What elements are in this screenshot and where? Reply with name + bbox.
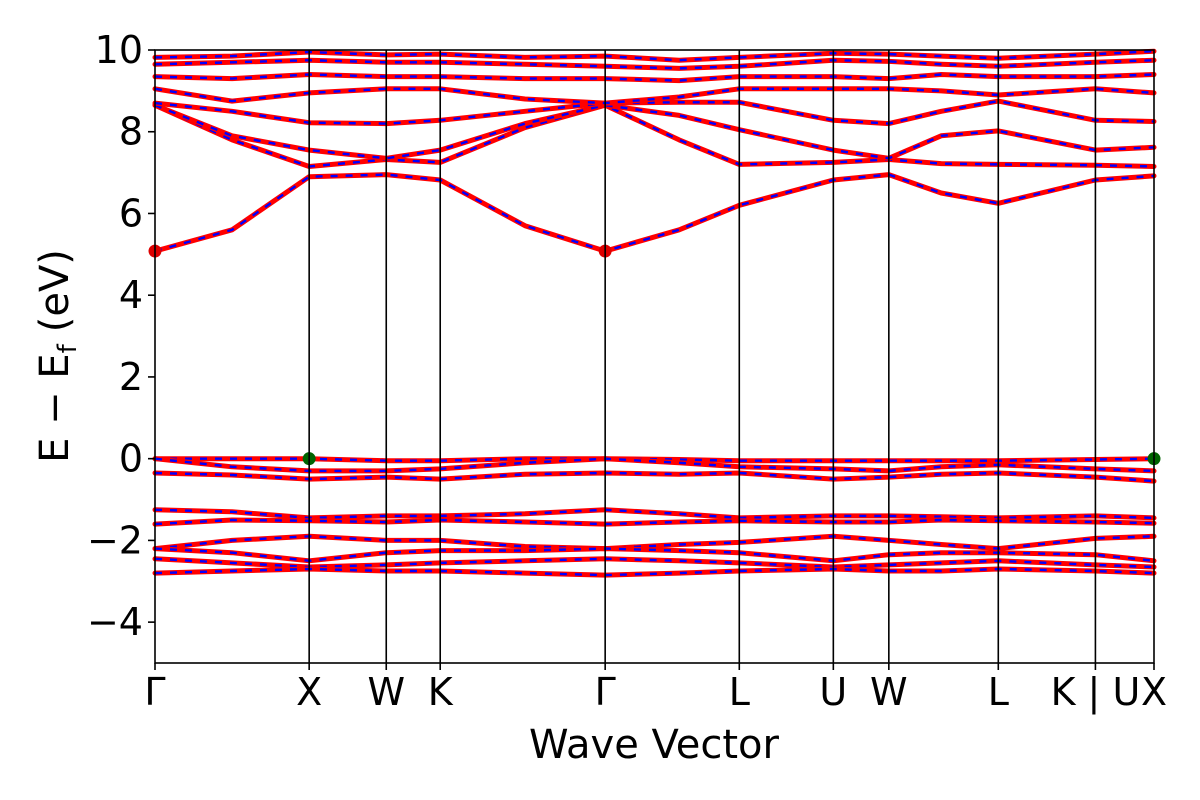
y-axis-label-unit: (eV) [32,249,78,332]
y-tick-label-8: 10 [95,28,143,72]
band-9-spin-down-line [152,456,1157,464]
band-5 [152,86,1157,106]
band-7-spin-down-line [152,57,1157,71]
extrema-markers [148,244,1161,466]
band-4-spin-up-line [154,99,1155,125]
band-8 [152,48,1157,63]
x-tick-label-6: L [729,670,750,714]
band-13-spin-up-line [154,518,1155,526]
band-8-spin-up-line [154,50,1155,62]
x-tick-label-4: K [428,670,454,714]
y-axis-ticks: −4 −2 0 2 4 6 8 10 [87,28,155,644]
band-1 [152,172,1157,254]
band-16 [152,556,1157,570]
y-axis-label: E − Ef (eV) [32,249,83,463]
x-tick-label-1: Γ [144,670,165,714]
x-tick-label-8: W [870,670,908,714]
band-10 [152,456,1157,474]
x-tick-label-10: K | U [1051,670,1141,715]
y-axis-label-subscript: f [53,343,83,353]
band-11 [152,470,1157,484]
bands-layer [152,48,1157,578]
band-14 [152,533,1157,552]
band-10-spin-up-line [154,457,1155,473]
band-15-spin-up-line [154,547,1155,562]
band-12 [152,507,1157,521]
band-12-spin-up-line [154,508,1155,520]
band-6-spin-up-line [154,73,1155,82]
band-17 [152,566,1157,578]
band-7 [152,57,1157,71]
x-tick-label-9: L [988,670,1009,714]
x-tick-label-2: X [296,670,322,714]
y-axis-label-main: E − E [32,353,78,463]
band-17-spin-down-line [152,566,1157,578]
band-2-spin-up-line [154,103,1155,168]
band-11-spin-up-line [154,471,1155,483]
band-16-spin-up-line [154,557,1155,569]
band-2 [152,102,1157,169]
kpoint-lines [308,50,1097,663]
plot-frame [154,49,1155,664]
y-tick-label-6: 6 [119,191,143,235]
y-tick-label-4: 2 [119,355,143,399]
x-tick-label-3: W [367,670,405,714]
x-tick-label-5: Γ [595,670,616,714]
band-3 [152,102,1157,161]
y-tick-label-5: 4 [119,273,143,317]
band-1-spin-up-line [154,173,1155,253]
band-4 [152,98,1157,127]
y-tick-label-3: 0 [119,437,143,481]
band-15 [152,546,1157,564]
y-tick-label-2: −2 [87,518,143,562]
band-14-spin-up-line [154,535,1155,550]
x-axis-label: Wave Vector [529,722,780,768]
band-6 [152,72,1157,84]
x-tick-label-11: X [1141,670,1167,714]
band-9 [152,456,1157,464]
y-tick-label-1: −4 [87,600,143,644]
band-1-spin-down-line [152,172,1157,254]
band-5-spin-up-line [154,87,1155,105]
band-3-spin-down-line [152,102,1157,161]
x-tick-label-7: U [819,670,847,714]
band-13 [152,517,1157,527]
y-tick-label-7: 8 [119,110,143,154]
